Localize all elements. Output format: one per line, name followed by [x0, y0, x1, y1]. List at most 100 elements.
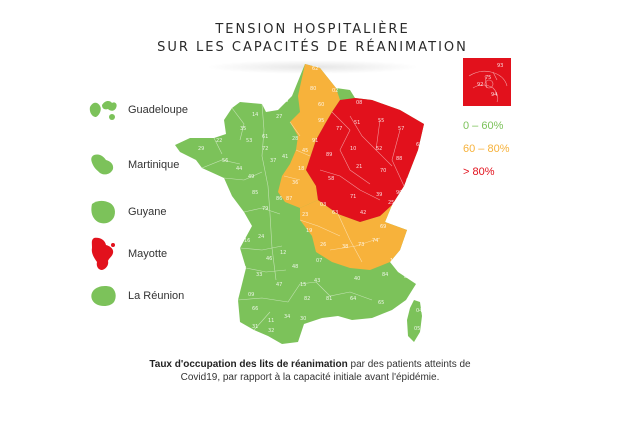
department-number: 66 — [252, 306, 258, 312]
department-number: 28 — [292, 136, 298, 142]
department-number: 31 — [252, 324, 258, 330]
territory-label: Guyane — [128, 206, 167, 218]
department-number: 84 — [382, 272, 388, 278]
caption-rest: par des patients atteints de — [347, 359, 471, 370]
department-number: 39 — [376, 192, 382, 198]
department-number: 04 — [416, 308, 422, 314]
department-number: 46 — [266, 256, 272, 262]
department-number: 59 — [326, 72, 332, 78]
department-number: 61 — [262, 134, 268, 140]
la-reunion-shape-icon — [91, 286, 116, 307]
department-number: 43 — [314, 278, 320, 284]
department-number: 56 — [222, 158, 228, 164]
department-number: 36 — [292, 180, 298, 186]
department-number: 27 — [276, 114, 282, 120]
department-number: 51 — [354, 120, 360, 126]
region-corsica — [407, 300, 422, 342]
department-number: 03 — [320, 202, 326, 208]
department-number: 45 — [302, 148, 308, 154]
territory-guadeloupe: Guadeloupe — [88, 97, 188, 123]
territory-label: Martinique — [128, 159, 180, 171]
territory-la-reunion: La Réunion — [88, 283, 184, 309]
department-number: 40 — [354, 276, 360, 282]
department-borders — [201, 103, 405, 331]
department-number: 47 — [276, 282, 282, 288]
department-number: 64 — [350, 296, 356, 302]
region-red — [306, 98, 424, 222]
department-number: 22 — [216, 138, 222, 144]
department-number: 42 — [360, 210, 366, 216]
department-number: 05 — [414, 326, 420, 332]
department-number: 58 — [328, 176, 334, 182]
department-number: 62 — [312, 66, 318, 72]
department-number: 32 — [268, 328, 274, 334]
department-number: 70 — [380, 168, 386, 174]
department-number: 07 — [316, 258, 322, 264]
territory-martinique: Martinique — [88, 152, 179, 178]
department-number: 44 — [236, 166, 242, 172]
department-number: 89 — [326, 152, 332, 158]
region-orange — [300, 200, 407, 270]
martinique-shape-icon — [91, 154, 114, 175]
department-number: 02 — [332, 88, 338, 94]
department-number: 80 — [310, 86, 316, 92]
department-number: 86 — [276, 196, 282, 202]
department-number: 48 — [292, 264, 298, 270]
department-number: 55 — [378, 118, 384, 124]
department-number: 29 — [198, 146, 204, 152]
department-number: 18 — [298, 166, 304, 172]
department-number: 21 — [356, 164, 362, 170]
department-number: 60 — [318, 102, 324, 108]
department-number: 72 — [262, 146, 268, 152]
caption-line2: Covid19, par rapport à la capacité initi… — [180, 372, 440, 383]
department-number: 30 — [300, 316, 306, 322]
department-number: 11 — [268, 318, 274, 324]
department-number: 88 — [396, 156, 402, 162]
department-number: 76 — [282, 98, 288, 104]
department-number: 69 — [380, 224, 386, 230]
territory-mayotte: Mayotte — [88, 236, 167, 272]
department-number: 23 — [302, 212, 308, 218]
department-number: 79 — [262, 206, 268, 212]
territory-label: Guadeloupe — [128, 104, 188, 116]
department-number: 95 — [318, 118, 324, 124]
legend-paris-inset: 93 75 92 94 — [463, 58, 511, 106]
department-number: 16 — [244, 238, 250, 244]
department-number: 01 — [390, 216, 396, 222]
mayotte-shape-icon — [91, 237, 115, 270]
department-number: 17 — [240, 266, 246, 272]
department-number: 82 — [304, 296, 310, 302]
department-number: 33 — [256, 272, 262, 278]
department-labels: 59 62 80 02 08 76 60 51 55 57 67 27 95 77 10 52 88 68 14 61… — [198, 66, 422, 334]
region-orange — [278, 64, 340, 208]
department-number: 91 — [312, 138, 318, 144]
territory-label: Mayotte — [128, 248, 168, 260]
department-number: 68 — [406, 178, 412, 184]
department-number: 53 — [246, 138, 252, 144]
department-number: 15 — [300, 282, 306, 288]
department-number: 87 — [286, 196, 292, 202]
department-number: 83 — [404, 274, 410, 280]
caption-bold: Taux d'occupation des lits de réanimatio… — [149, 359, 348, 370]
inset-label: 92 — [477, 82, 483, 88]
department-number: 85 — [252, 190, 258, 196]
department-number: 14 — [252, 112, 258, 118]
department-number: 08 — [356, 100, 362, 106]
department-number: 41 — [282, 154, 288, 160]
legend-red-label: > 80% — [463, 166, 495, 178]
inset-label: 94 — [491, 92, 497, 98]
department-number: 24 — [258, 234, 264, 240]
inset-label: 93 — [497, 63, 503, 69]
department-number: 09 — [248, 292, 254, 298]
department-number: 37 — [270, 158, 276, 164]
department-number: 77 — [336, 126, 342, 132]
department-number: 34 — [284, 314, 290, 320]
department-number: 73 — [358, 242, 364, 248]
caption: Taux d'occupation des lits de réanimatio… — [130, 358, 490, 384]
department-number: 19 — [306, 228, 312, 234]
department-number: 52 — [376, 146, 382, 152]
department-number: 65 — [378, 300, 384, 306]
department-number: 38 — [342, 244, 348, 250]
guyane-shape-icon — [91, 200, 115, 224]
